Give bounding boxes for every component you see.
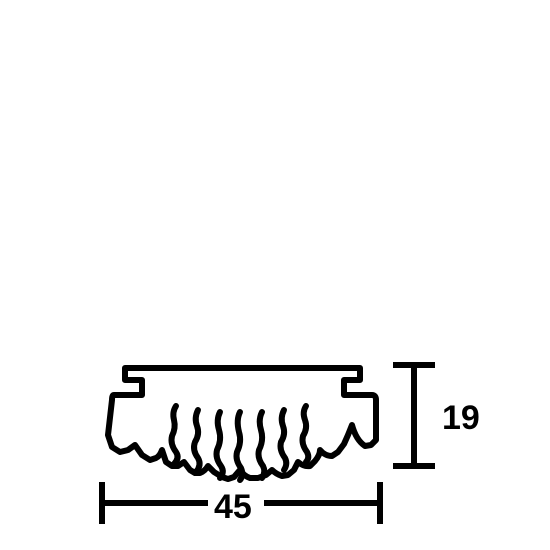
height-dimension — [393, 365, 435, 466]
height-dimension-label: 19 — [442, 399, 480, 438]
pendant-stroke — [217, 412, 223, 478]
pendant-stroke — [303, 406, 309, 462]
pendant-stroke — [259, 412, 265, 478]
diagram-svg — [0, 0, 550, 550]
pendant-stroke — [281, 410, 287, 470]
width-dimension-label: 45 — [214, 488, 252, 527]
fixture-outline — [108, 368, 376, 479]
pendant-stroke — [194, 410, 200, 472]
pendant-stroke — [172, 406, 178, 464]
diagram-canvas: 45 19 — [0, 0, 550, 550]
